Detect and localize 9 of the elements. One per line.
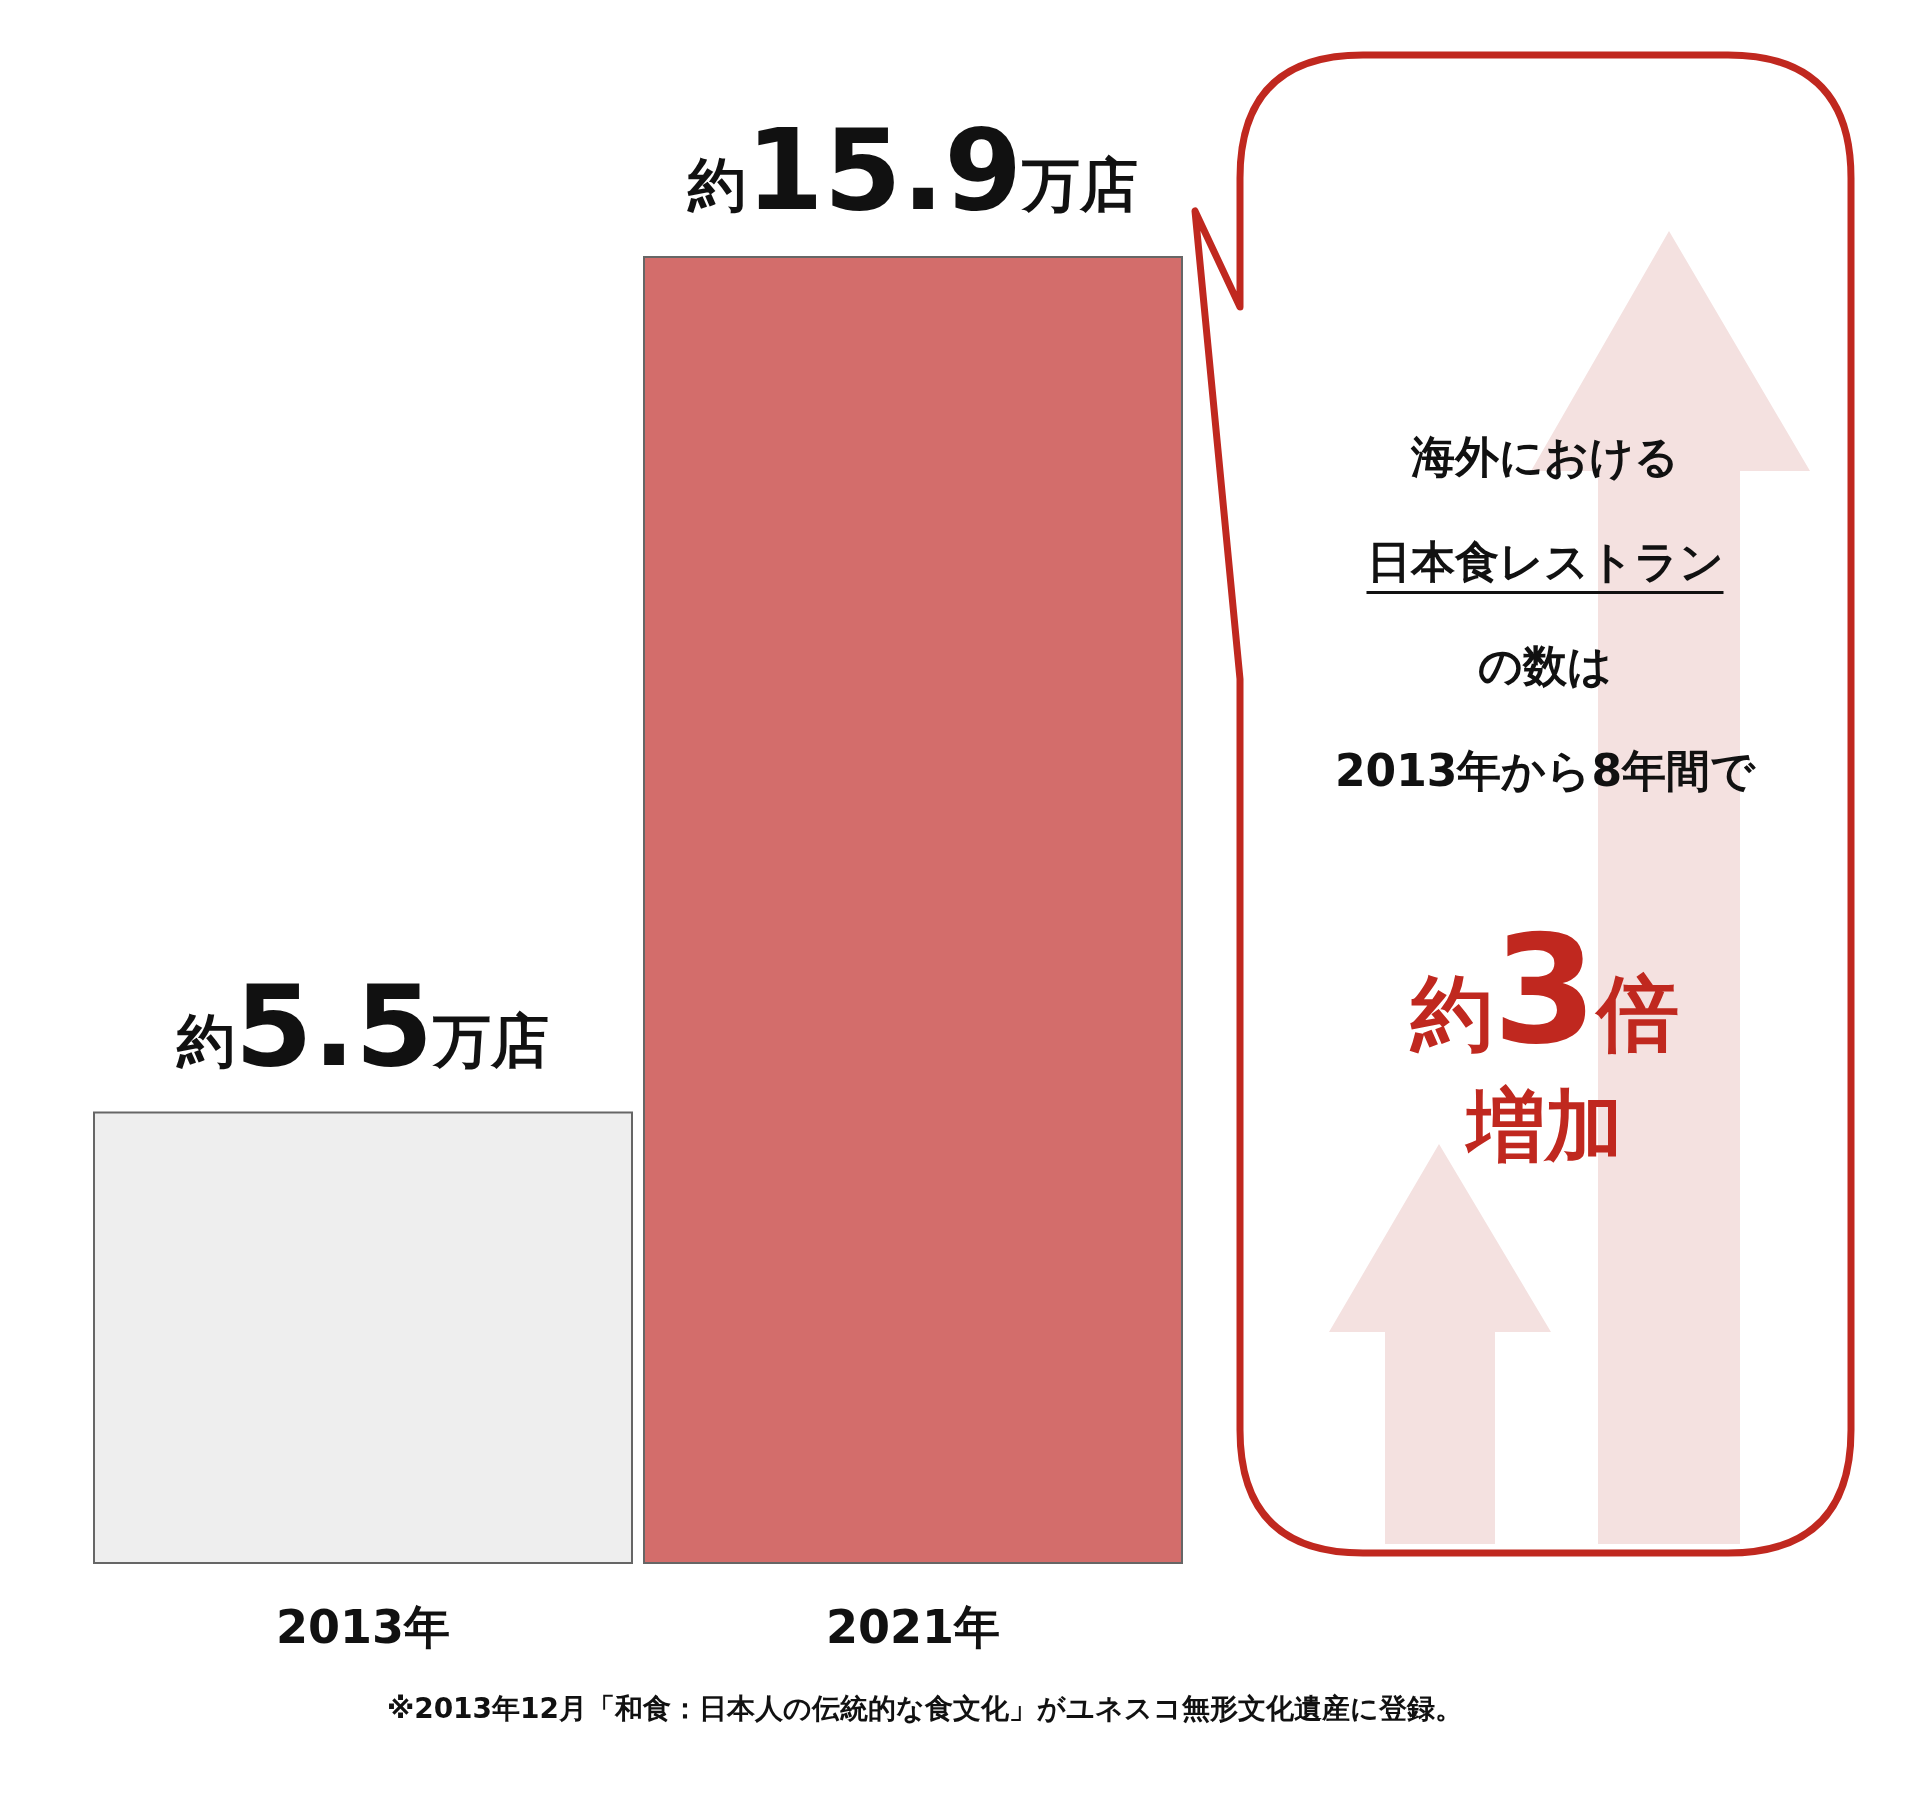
x-tick-label: 2021年 xyxy=(825,1600,1001,1654)
text: 約3倍 xyxy=(1410,903,1680,1077)
text: 2013年から8年間で xyxy=(1333,745,1757,798)
data-label: 約5.5万店 xyxy=(175,960,550,1091)
text: の数は xyxy=(1477,640,1613,693)
text: 海外における xyxy=(1410,431,1680,484)
text: ※2013年12月「和食：日本人の伝統的な食文化」がユネスコ無形文化遺産に登録。 xyxy=(385,1691,1465,1727)
x-tick-label: 2013年 xyxy=(275,1600,451,1654)
text: 増加 xyxy=(1464,1080,1624,1173)
